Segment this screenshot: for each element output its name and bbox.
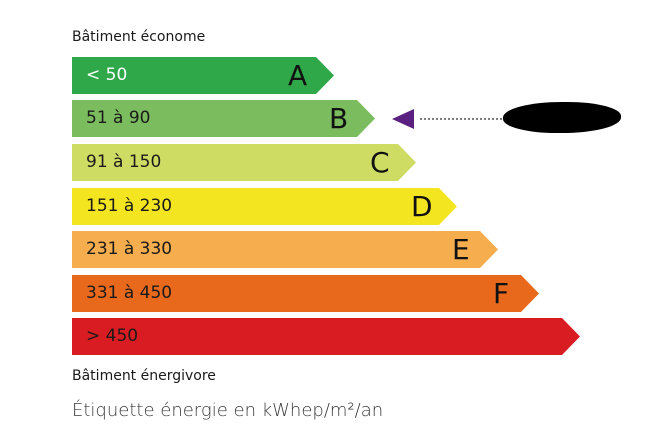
energy-class-bar-G: > 450	[72, 318, 580, 355]
arrow-left-icon	[392, 109, 414, 129]
energy-letter: D	[411, 190, 433, 223]
energy-range: 331 à 450	[86, 283, 173, 303]
energy-class-bar-F: 331 à 450 F	[72, 275, 539, 312]
energy-range: < 50	[86, 65, 128, 85]
energy-class-bar-B: 51 à 90 B	[72, 100, 375, 137]
energy-letter: B	[329, 102, 349, 135]
top-label: Bâtiment économe	[72, 29, 206, 45]
redacted-value	[503, 102, 621, 133]
energy-class-bar-A: < 50 A	[72, 57, 334, 94]
energy-letter: C	[370, 146, 390, 179]
energy-class-bar-E: 231 à 330 E	[72, 231, 498, 268]
energy-range: 231 à 330	[86, 239, 173, 259]
energy-letter: A	[288, 59, 308, 92]
energy-class-bar-D: 151 à 230 D	[72, 188, 457, 225]
energy-range: 91 à 150	[86, 152, 162, 172]
energy-letter: F	[493, 277, 510, 310]
energy-range: 151 à 230	[86, 196, 173, 216]
rating-indicator	[392, 109, 502, 129]
energy-range: 51 à 90	[86, 108, 151, 128]
energy-class-bar-C: 91 à 150 C	[72, 144, 416, 181]
caption: Étiquette énergie en kWhep/m²/an	[72, 400, 384, 421]
energy-letter: E	[452, 233, 470, 266]
bottom-label: Bâtiment énergivore	[72, 368, 216, 384]
energy-range: > 450	[86, 326, 139, 346]
